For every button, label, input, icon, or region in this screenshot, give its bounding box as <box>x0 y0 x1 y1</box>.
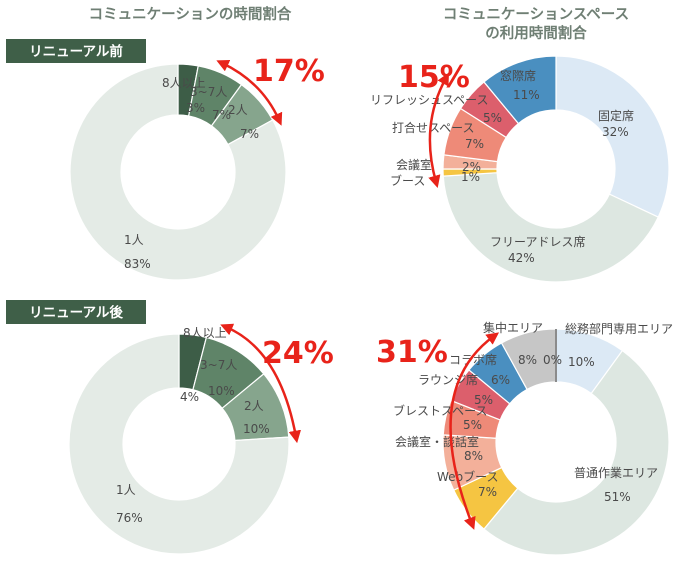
slice-label-1-5: リフレッシュスペース <box>370 93 489 107</box>
slice-label-1-4: 打合せスペース <box>392 120 475 135</box>
slice-pct-3-7: 8% <box>518 353 537 367</box>
slice-pct-2-3: 76% <box>116 511 143 525</box>
slice-pct-0-0: 3% <box>186 101 205 115</box>
slice-pct-1-1: 42% <box>508 251 535 265</box>
slice-pct-3-4: 5% <box>463 418 482 432</box>
right-title-line1: コミュニケーションスペース <box>443 6 629 23</box>
slice-label-0-3: 1人 <box>124 233 144 247</box>
slice-label-3-0: 総務部門専用エリア <box>565 321 673 336</box>
slice-pct-1-0: 32% <box>602 125 629 139</box>
slice-1-1 <box>442 172 660 283</box>
right-title-line2: の利用時間割合 <box>485 24 587 42</box>
slice-pct-1-4: 7% <box>465 137 484 151</box>
slice-pct-2-2: 10% <box>243 422 270 436</box>
highlight-before-space: 15% <box>398 60 470 95</box>
slice-label-2-2: 2人 <box>244 399 264 413</box>
slice-label-3-5: ラウンジ席 <box>418 372 478 387</box>
slice-label-0-0: 8人以上 <box>162 76 206 90</box>
slice-2-3 <box>68 333 290 555</box>
slice-label-1-1: フリーアドレス席 <box>490 234 586 249</box>
slice-1-6 <box>483 55 557 125</box>
arrow-before-communication <box>216 60 283 126</box>
slice-label-3-1: 普通作業エリア <box>574 466 658 480</box>
slice-pct-3-6: 6% <box>491 373 510 387</box>
left-title: コミュニケーションの時間割合 <box>89 5 292 23</box>
slice-label-1-3: 会議室 <box>396 157 432 172</box>
slice-label-0-1: 3~7人 <box>190 85 227 99</box>
tag-after: リニューアル後 <box>29 304 123 321</box>
slice-label-3-3: 会議室・談話室 <box>395 434 479 449</box>
slice-label-0-2: 2人 <box>228 103 248 117</box>
slice-pct-0-3: 83% <box>124 257 151 271</box>
highlight-after-communication: 24% <box>262 336 334 371</box>
slice-pct-1-5: 5% <box>483 111 502 125</box>
slice-3-1 <box>483 349 670 556</box>
arrow-after-space <box>449 332 500 530</box>
slice-pct-2-1: 10% <box>208 384 235 398</box>
slice-label-3-2: Webブース <box>437 469 499 484</box>
slice-label-1-2: ブース <box>390 173 425 188</box>
slice-label-3-7: 集中エリア <box>483 320 543 335</box>
slice-0-3 <box>69 63 287 281</box>
tag-before-bg <box>6 39 146 63</box>
highlight-after-space: 31% <box>376 335 448 370</box>
tag-before: リニューアル前 <box>29 43 123 60</box>
slice-pct-0-2: 7% <box>240 127 259 141</box>
slice-pct-1-3: 2% <box>462 160 481 174</box>
slice-pct-3-5: 5% <box>474 393 493 407</box>
slice-label-2-3: 1人 <box>116 483 136 497</box>
tag-after-bg <box>6 300 146 324</box>
donut-after-communication: 8人以上 4% 3~7人 10% 2人 10% 1人 76% <box>68 326 290 555</box>
slice-pct-3-8: 0% <box>543 353 562 367</box>
arrow-after-communication <box>220 323 302 444</box>
slice-pct-3-0: 10% <box>568 355 595 369</box>
slice-pct-1-6: 11% <box>513 88 540 102</box>
slice-pct-3-1: 51% <box>604 490 631 504</box>
slice-pct-2-0: 4% <box>180 390 199 404</box>
slice-label-2-0: 8人以上 <box>183 326 227 340</box>
slice-label-1-0: 固定席 <box>598 108 634 123</box>
slice-label-2-1: 3~7人 <box>200 358 237 372</box>
highlight-before-communication: 17% <box>253 54 325 89</box>
arrow-before-space <box>428 72 450 189</box>
slice-label-1-6: 窓際席 <box>500 68 536 83</box>
slice-1-0 <box>555 55 670 218</box>
slice-pct-1-2: 1% <box>461 170 480 184</box>
slice-pct-3-3: 8% <box>464 449 483 463</box>
slice-pct-3-2: 7% <box>478 485 497 499</box>
